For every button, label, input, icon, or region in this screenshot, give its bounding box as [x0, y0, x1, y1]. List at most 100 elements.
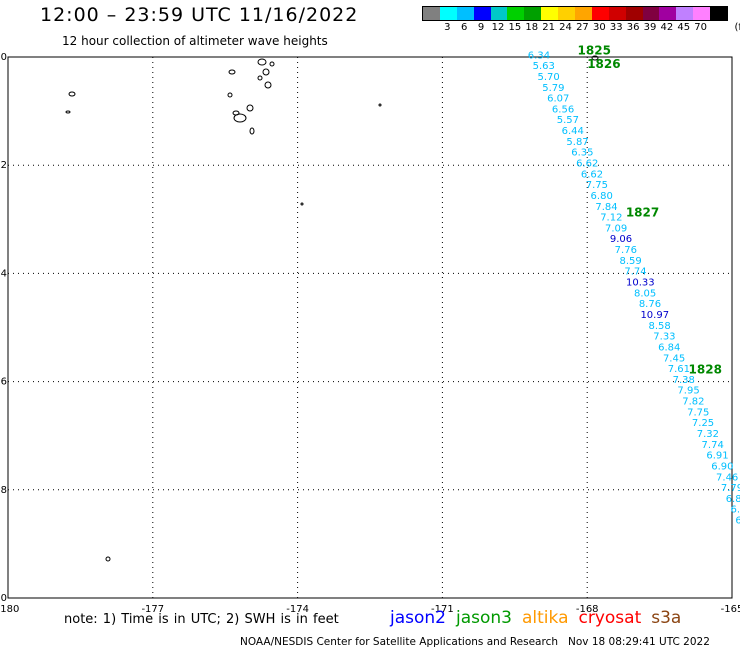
legend-swatch	[642, 7, 660, 20]
island-outline	[68, 91, 76, 97]
island-outline	[264, 81, 272, 89]
legend-tick-label: 9	[477, 22, 485, 33]
wave-height-value: 7.84	[595, 202, 617, 213]
x-tick-label: -168	[576, 604, 599, 615]
legend-swatch	[558, 7, 576, 20]
footnote: note: 1) Time is in UTC; 2) SWH is in fe…	[64, 612, 339, 627]
wave-height-value: 7.46	[716, 472, 738, 483]
wave-height-value: 7.33	[653, 332, 675, 343]
legend-swatch	[625, 7, 643, 20]
x-tick-label: -174	[286, 604, 309, 615]
satellite-jason3: jason3	[456, 608, 512, 628]
island-outline	[257, 75, 263, 81]
wave-height-value: 5.57	[557, 115, 579, 126]
legend-swatch	[608, 7, 626, 20]
legend-tick-label: 21	[542, 22, 556, 33]
island-outline	[228, 69, 236, 75]
island-outline	[262, 68, 270, 76]
legend-unit: (ft)	[734, 22, 740, 33]
legend-swatch	[456, 7, 474, 20]
y-tick-label: -20	[0, 52, 7, 63]
wave-height-value: 6.07	[547, 94, 569, 105]
island-outline	[378, 103, 382, 107]
legend-tick-label: 27	[576, 22, 589, 33]
legend-tick-label: 18	[525, 22, 539, 33]
wave-height-value: 7.75	[687, 407, 709, 418]
wave-height-value: 8.05	[634, 288, 656, 299]
map-frame	[7, 56, 733, 599]
satellite-altika: altika	[522, 608, 569, 628]
wave-height-value: 8.58	[648, 321, 670, 332]
legend-swatch	[423, 7, 440, 20]
wave-height-value: 7.95	[677, 386, 699, 397]
island-outline	[591, 55, 599, 61]
wave-height-value: 7.09	[605, 223, 627, 234]
wave-height-value: 6.91	[735, 516, 740, 527]
wave-height-value: 10.97	[640, 310, 669, 321]
pass-number-label: 1828	[689, 362, 722, 376]
wave-height-value: 7.75	[586, 180, 608, 191]
legend-tick-label: 24	[559, 22, 572, 33]
wave-height-value: 6.44	[562, 126, 584, 137]
legend-tick-label: 3	[444, 22, 451, 33]
wave-height-value: 6.84	[658, 342, 680, 353]
satellite-jason2: jason2	[390, 608, 446, 628]
x-tick-label: -165	[721, 604, 740, 615]
legend-swatch	[591, 7, 609, 20]
chart-title: 12:00 – 23:59 UTC 11/16/2022	[40, 4, 359, 26]
wave-height-value: 5.79	[542, 83, 564, 94]
wave-height-value: 6.91	[706, 451, 728, 462]
legend-swatch	[524, 7, 542, 20]
island-outline	[233, 113, 247, 123]
wave-height-value: 7.25	[692, 418, 714, 429]
pass-number-label: 1826	[587, 57, 620, 71]
wave-height-value: 7.12	[600, 213, 622, 224]
wave-height-value: 7.74	[624, 267, 646, 278]
legend-swatch	[659, 7, 677, 20]
island-outline	[300, 202, 304, 206]
wave-height-value: 7.79	[721, 483, 740, 494]
island-outline	[249, 127, 255, 135]
wave-height-value: 7.61	[668, 364, 690, 375]
y-tick-label: -30	[0, 593, 7, 604]
y-tick-label: -24	[0, 268, 7, 279]
wave-height-value: 7.82	[682, 397, 704, 408]
satellite-cryosat: cryosat	[578, 608, 642, 628]
island-outline	[269, 61, 275, 67]
wave-height-value: 8.76	[639, 299, 661, 310]
wave-height-value: 6.62	[576, 158, 598, 169]
chart-subtitle: 12 hour collection of altimeter wave hei…	[62, 34, 328, 48]
island-outline	[246, 104, 254, 112]
pass-number-label: 1827	[626, 206, 659, 220]
wave-height-value: 5.70	[537, 72, 559, 83]
wave-height-value: 5.63	[533, 61, 555, 72]
y-tick-label: -26	[0, 377, 7, 388]
satellite-legend: jason2 jason3 altika cryosat s3a	[390, 608, 691, 628]
legend-swatch	[575, 7, 592, 20]
island-outline	[232, 110, 240, 116]
legend-tick-label: 36	[626, 22, 640, 33]
legend-swatch	[676, 7, 694, 20]
wave-height-value: 7.74	[702, 440, 724, 451]
y-tick-label: -22	[0, 160, 7, 171]
legend-tick-label: 45	[677, 22, 691, 33]
legend-tick-label: 6	[461, 22, 468, 33]
satellite-s3a: s3a	[651, 608, 682, 628]
legend-tick-label: 42	[660, 22, 674, 33]
x-tick-label: -180	[0, 604, 19, 615]
island-outline	[227, 92, 233, 98]
legend-swatch	[693, 7, 711, 20]
x-tick-label: -177	[141, 604, 164, 615]
legend-tick-label: 12	[491, 22, 505, 33]
legend-color-bar	[422, 6, 728, 21]
legend-swatch	[507, 7, 525, 20]
wave-height-value: 7.38	[673, 375, 695, 386]
wave-height-value: 6.56	[552, 104, 574, 115]
wave-height-value: 9.06	[610, 234, 632, 245]
legend-tick-label: 39	[643, 22, 657, 33]
legend-swatch	[473, 7, 491, 20]
x-tick-label: -171	[431, 604, 454, 615]
